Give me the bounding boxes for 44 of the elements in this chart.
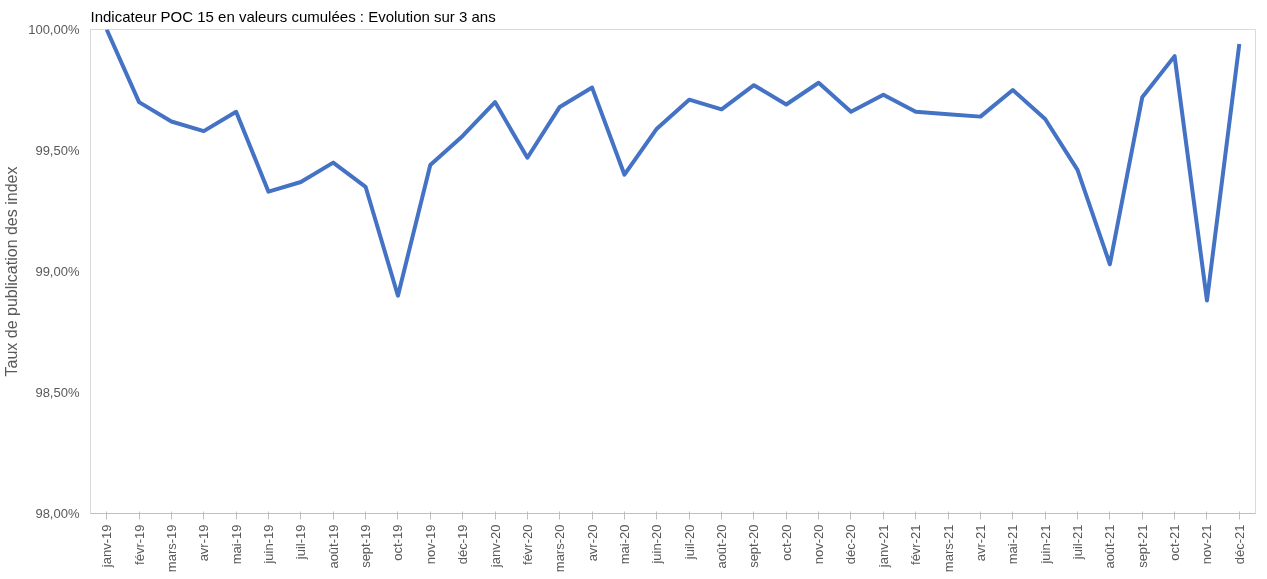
x-tick-label: oct-20 [778, 524, 794, 561]
x-tick-label: févr-20 [519, 524, 535, 565]
x-tick-label: déc-20 [843, 524, 859, 565]
x-tick-label: nov-19 [422, 524, 438, 565]
x-tick-label: juil-19 [293, 524, 309, 561]
x-tick-label: sept-21 [1134, 524, 1150, 568]
x-tick-label: oct-21 [1167, 524, 1183, 561]
x-tick-label: avr-19 [196, 524, 212, 562]
x-tick-label: févr-21 [908, 524, 924, 565]
y-tick-label: 98,50% [35, 385, 80, 400]
x-tick-label: août-20 [714, 524, 730, 569]
y-tick-label: 99,50% [35, 143, 80, 158]
x-tick-label: sept-19 [358, 524, 374, 568]
x-tick-label: janv-19 [99, 524, 115, 569]
x-tick-label: avr-21 [972, 524, 988, 562]
x-tick-label: déc-21 [1231, 524, 1247, 565]
line-series [104, 29, 1242, 303]
x-tick-label: nov-21 [1199, 524, 1215, 565]
x-tick-label: juin-20 [649, 524, 665, 565]
y-tick-label: 98,00% [35, 506, 80, 521]
x-tick-label: mai-20 [616, 524, 632, 565]
x-tick-label: janv-21 [875, 524, 891, 569]
x-tick-label: mai-21 [1005, 524, 1021, 565]
y-tick-label: 100,00% [28, 22, 80, 37]
x-tick-label: févr-19 [131, 524, 147, 565]
x-tick-label: mars-20 [552, 524, 568, 573]
x-tick-label: juil-21 [1070, 524, 1086, 561]
x-tick-label: oct-19 [390, 524, 406, 561]
x-tick-label: mars-21 [940, 524, 956, 573]
x-tick-label: mars-19 [163, 524, 179, 573]
x-tick-label: déc-19 [455, 524, 471, 565]
x-tick-label: juin-21 [1037, 524, 1053, 565]
x-tick-label: avr-20 [584, 524, 600, 562]
x-tick-label: juin-19 [260, 524, 276, 565]
x-tick-label: juil-20 [681, 524, 697, 561]
x-tick-label: août-19 [325, 524, 341, 569]
chart-title: Indicateur POC 15 en valeurs cumulées : Evolution sur 3 ans [90, 7, 496, 25]
y-tick-label: 99,00% [35, 264, 80, 279]
x-tick-label: mai-19 [228, 524, 244, 565]
x-tick-label: sept-20 [746, 524, 762, 568]
y-axis-title: Taux de publication des index [3, 166, 21, 377]
x-tick-label: janv-20 [487, 524, 503, 569]
x-tick-label: août-21 [1102, 524, 1118, 569]
x-tick-label: nov-20 [811, 524, 827, 565]
